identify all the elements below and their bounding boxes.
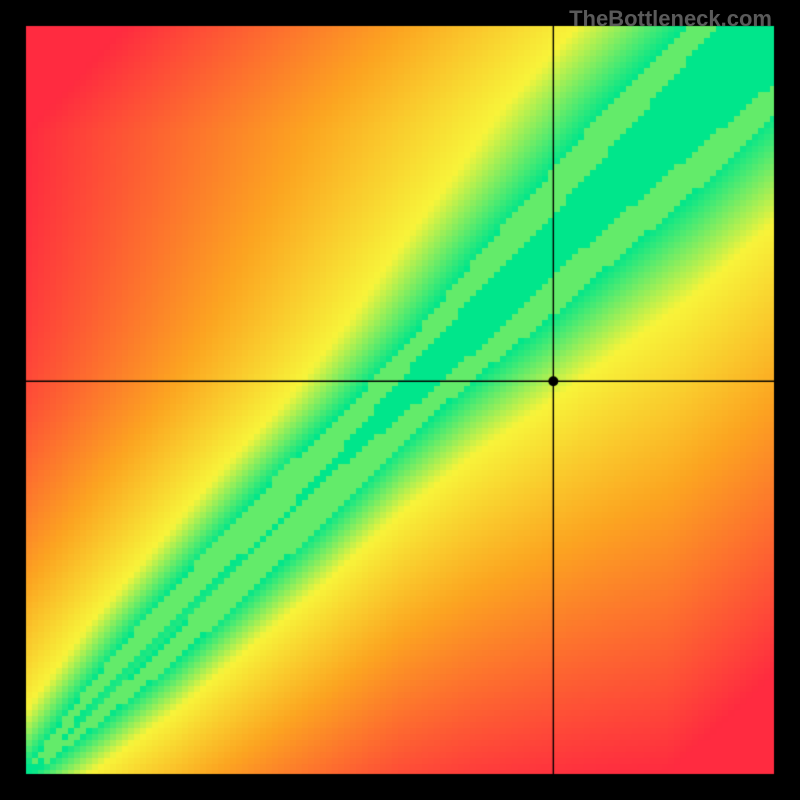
watermark-text: TheBottleneck.com <box>569 6 772 32</box>
bottleneck-heatmap-canvas <box>0 0 800 800</box>
